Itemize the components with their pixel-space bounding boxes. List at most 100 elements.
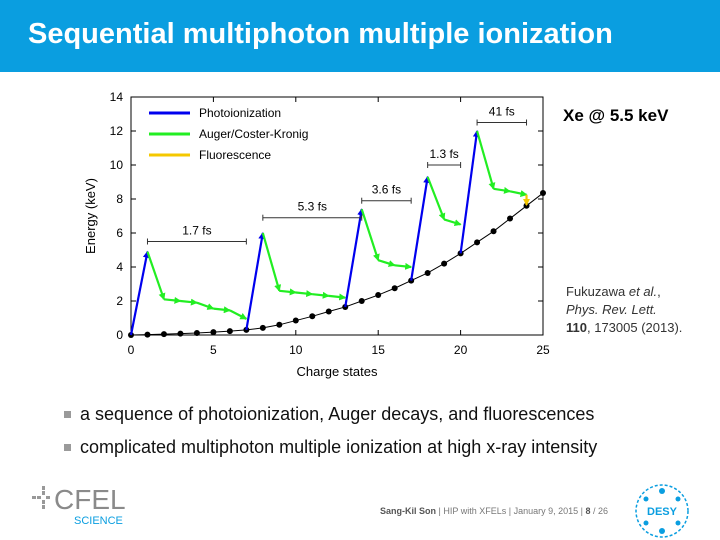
ground-state-point [210,329,217,336]
citation-line-3: 110, 173005 (2013). [566,319,682,337]
auger-arrow [279,288,297,296]
auger-arrow [426,176,446,221]
auger-arrow [213,306,231,314]
footer-date: January 9, 2015 [513,506,579,516]
auger-arrow [229,309,248,320]
auger-arrow [443,218,462,227]
auger-arrow [394,262,413,270]
citation-rest: , 173005 (2013). [586,320,683,335]
bullet-list: a sequence of photoionization, Auger dec… [64,398,597,464]
legend-entry: Auger/Coster-Kronig [199,127,308,141]
photo-arrow [344,208,365,308]
bullet-item: a sequence of photoionization, Auger dec… [64,398,597,431]
auger-arrow [146,251,166,301]
ground-state-point [226,328,233,335]
x-tick-label: 25 [536,343,550,357]
auger-arrow [328,293,347,301]
bullet-text: complicated multiphoton multiple ionizat… [80,437,598,457]
footer-total: / 26 [593,506,609,516]
footer-talk: HIP with XFELs [443,506,507,516]
ground-state-point [375,292,382,299]
auger-arrow [163,296,182,304]
photo-arrow [129,250,150,336]
ground-state-line [130,192,544,336]
time-span-label: 41 fs [489,105,515,119]
ground-state-point [160,331,167,338]
y-tick-label: 10 [110,158,124,172]
ground-state-point [474,239,481,246]
ground-state-point [540,190,546,197]
bullet-text: a sequence of photoionization, Auger dec… [80,404,595,424]
slide-title: Sequential multiphoton multiple ionizati… [28,18,613,50]
ground-state-point [441,260,448,267]
citation: Fukuzawa et al., Phys. Rev. Lett. 110, 1… [566,283,682,337]
x-axis-label: Charge states [297,364,378,379]
desy-logo: DESY [635,484,689,538]
auger-arrow [196,301,215,310]
legend-entry: Fluorescence [199,148,271,162]
ground-state-point [292,317,299,324]
y-tick-label: 4 [116,260,123,274]
y-tick-label: 12 [110,124,124,138]
ground-state-point [144,331,151,338]
x-tick-label: 15 [372,343,386,357]
x-tick-label: 20 [454,343,468,357]
y-tick-label: 0 [116,328,123,342]
y-tick-label: 14 [110,90,124,104]
y-axis-label: Energy (keV) [83,178,98,254]
photo-arrow [410,175,431,281]
ground-state-point [391,285,398,292]
ground-state-point [325,308,332,315]
ground-state-point [358,298,365,304]
x-tick-label: 5 [210,343,217,357]
auger-arrow [377,259,396,267]
citation-line-2: Phys. Rev. Lett. [566,301,682,319]
auger-arrow [509,190,528,197]
ground-state-point [342,303,349,310]
ground-state-point [193,329,200,336]
y-tick-label: 8 [116,192,123,206]
cfel-logo: CFEL SCIENCE [32,484,126,527]
ground-state-point [490,228,497,235]
auger-arrow [180,298,198,306]
energy-vs-charge-chart: 0 2 4 6 8 10 12 14 0 5 10 15 20 25 Charge states Energy… [83,90,550,379]
citation-etal: et al. [628,284,658,299]
desy-logo-text: DESY [647,506,678,518]
ground-state-point [177,330,184,337]
photo-arrow [459,130,480,254]
ground-state-point [507,215,514,222]
ground-state-point [259,324,266,331]
ground-state-point [424,269,431,276]
auger-arrow [261,232,282,292]
x-tick-label: 0 [128,343,135,357]
citation-journal: Phys. Rev. Lett. [566,302,657,317]
y-tick-label: 6 [116,226,123,240]
citation-line-1: Fukuzawa et al., [566,284,661,299]
auger-arrow [476,130,496,190]
footer-page: 8 [585,506,591,516]
y-tick-label: 2 [116,294,123,308]
plot-frame [130,96,544,336]
x-tick-label: 10 [289,343,303,357]
time-span-label: 1.7 fs [182,224,211,238]
time-span-label: 3.6 fs [372,183,401,197]
legend-entry: Photoionization [199,106,281,120]
cfel-science-text: SCIENCE [74,515,123,527]
auger-arrow [493,186,512,194]
footer-author: Sang-Kil Son [380,506,436,516]
footer: Sang-Kil Son | HIP with XFELs | January … [380,506,609,516]
photo-arrow [245,232,266,331]
time-span-label: 5.3 fs [298,200,327,214]
bullet-item: complicated multiphoton multiple ionizat… [64,431,597,464]
auger-arrow [295,290,314,298]
element-label: Xe @ 5.5 keV [563,106,669,125]
bullet-square-icon [64,444,71,451]
auger-arrow [312,291,330,299]
cfel-logo-text: CFEL [54,484,126,515]
ground-state-point [276,321,283,328]
bullet-square-icon [64,411,71,418]
citation-authors: Fukuzawa [566,284,629,299]
time-span-label: 1.3 fs [429,147,458,161]
auger-arrow [360,208,380,262]
citation-volume: 110 [566,320,587,335]
